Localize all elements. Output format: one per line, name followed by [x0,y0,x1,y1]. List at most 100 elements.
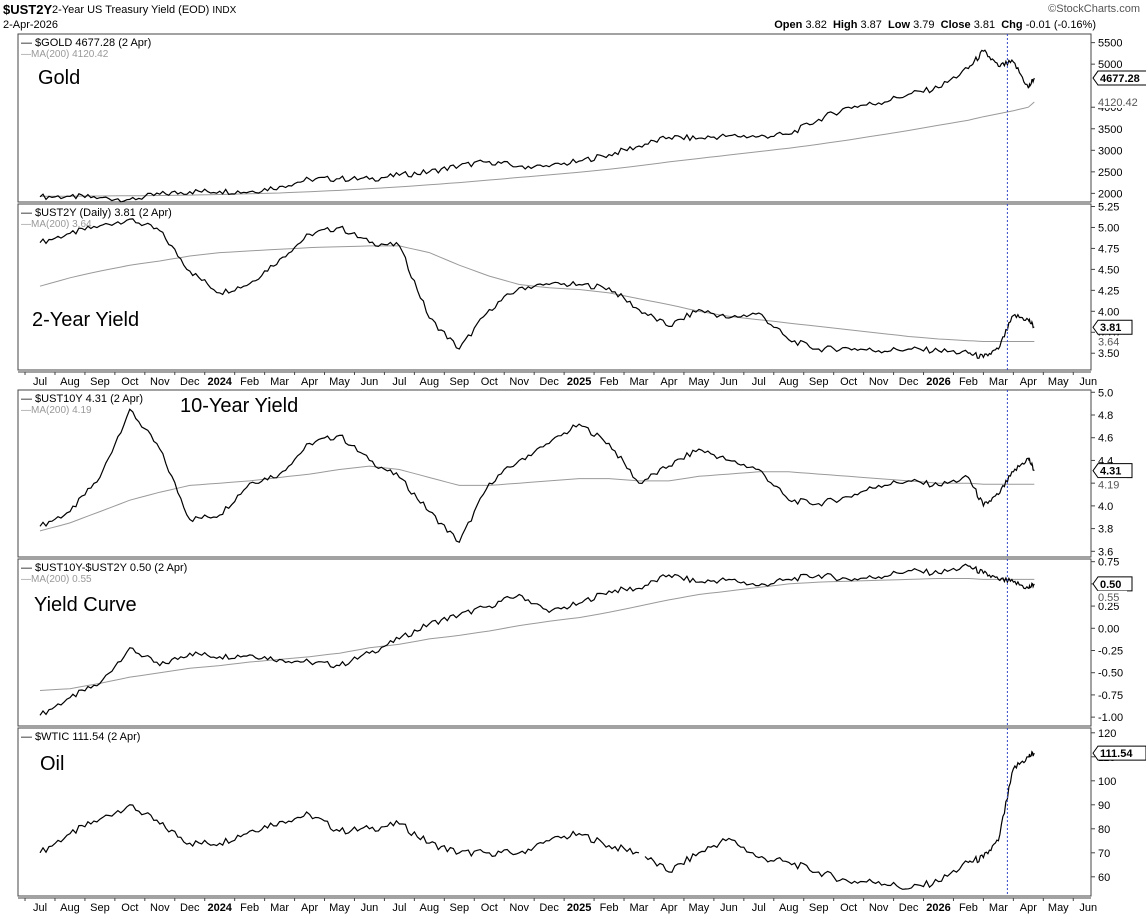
x-tick-label: Dec [539,902,559,914]
panel-frame [17,389,1092,558]
x-tick-label: Jul [33,376,47,388]
price-line [39,218,1035,359]
ticker-description: 2-Year US Treasury Yield (EOD) INDX [52,4,237,16]
legend-main: — $UST10Y-$UST2Y 0.50 (2 Apr) [21,562,187,574]
y-tick-label: 100 [1098,776,1116,788]
x-tick-label: Nov [150,376,170,388]
x-tick-label: Sep [809,902,829,914]
panel-frame [17,727,1092,897]
x-tick-label: 2026 [926,376,950,388]
last-value-label: 4.31 [1100,466,1121,478]
y-tick-label: 5.25 [1098,202,1119,214]
panel-2: 3.503.754.004.254.504.755.005.253.813.64… [17,202,1133,371]
x-tick-label: 2025 [567,902,591,914]
x-tick-label: Aug [779,376,799,388]
ticker-symbol[interactable]: $UST2Y [3,2,53,17]
ma-value-label: 4.19 [1098,479,1119,491]
x-tick-label: Mar [989,376,1008,388]
x-tick-label: Aug [420,376,440,388]
y-tick-label: 5500 [1098,38,1122,50]
x-tick-label: May [689,376,710,388]
panel-frame [17,33,1092,203]
y-tick-label: -0.75 [1098,690,1123,702]
x-tick-label: 2026 [926,902,950,914]
panel-annotation: Yield Curve [34,594,137,616]
x-tick-label: Dec [180,376,200,388]
x-tick-label: Jul [392,902,406,914]
y-tick-label: 0.00 [1098,623,1119,635]
x-axis-2: Jul Aug Sep Oct Nov Dec 2024 Feb Mar Apr May Jun Jul… [18,897,1097,914]
ma-value-label: 4120.42 [1098,97,1138,109]
chart-date: 2-Apr-2026 [3,19,59,31]
x-tick-label: Oct [840,902,857,914]
y-tick-label: 3.8 [1098,524,1113,536]
y-tick-label: 3000 [1098,145,1122,157]
last-value-tag [1092,319,1133,335]
y-tick-label: 5.00 [1098,222,1119,234]
stockcharts-logo[interactable]: ©StockCharts.com [1048,3,1140,15]
x-tick-label: Dec [899,902,919,914]
x-tick-label: 2025 [567,376,591,388]
chart-header: $UST2Y 2-Year US Treasury Yield (EOD) IN… [0,0,1146,34]
x-tick-label: Jun [1079,376,1097,388]
panel-annotation: 2-Year Yield [32,309,139,331]
x-tick-label: Aug [60,376,80,388]
y-tick-label: 0.75 [1098,557,1119,569]
y-tick-label: 120 [1098,728,1116,740]
x-tick-label: 2024 [207,376,232,388]
x-tick-label: Sep [809,376,829,388]
x-tick-label: Nov [509,376,529,388]
x-tick-label: Apr [660,376,677,388]
ma-value-label: 0.55 [1098,592,1119,604]
x-tick-label: May [329,902,350,914]
x-tick-label: Dec [539,376,559,388]
ma-value-bg [1097,590,1127,603]
x-tick-label: Oct [121,376,138,388]
ma-value-bg [1097,335,1127,348]
ma-line [39,465,1035,532]
ma-line [39,578,1035,691]
x-tick-label: Jun [1079,902,1097,914]
y-tick-label: 3.6 [1098,546,1113,558]
x-tick-label: Mar [630,902,649,914]
last-value-label: 0.50 [1100,579,1121,591]
ma-line [39,101,1035,197]
y-tick-label: 80 [1098,824,1110,836]
x-tick-label: Aug [779,902,799,914]
x-tick-label: Oct [840,376,857,388]
x-tick-label: Sep [450,376,470,388]
ma-line [39,245,1035,342]
last-value-tag [1092,745,1146,761]
x-tick-label: Nov [869,376,889,388]
x-tick-label: Mar [989,902,1008,914]
x-tick-label: Apr [301,902,318,914]
legend-main: — $WTIC 111.54 (2 Apr) [21,731,140,743]
x-tick-label: Feb [240,902,259,914]
panel-frame [17,203,1092,371]
y-tick-label: 4.6 [1098,433,1113,445]
x-tick-label: Jun [361,376,379,388]
legend-main: — $UST10Y 4.31 (2 Apr) [21,393,143,405]
x-tick-label: Sep [90,376,110,388]
x-tick-label: Apr [1020,376,1037,388]
x-tick-label: Feb [600,376,619,388]
y-tick-label: 5.0 [1098,387,1113,399]
y-tick-label: -0.25 [1098,645,1123,657]
y-tick-label: 4.8 [1098,410,1113,422]
ohlc-readout: Open 3.82 High 3.87 Low 3.79 Close 3.81 … [774,19,1096,31]
price-line [39,563,1035,716]
panel-1: 20002500300035004000500055004677.284120.… [17,33,1146,203]
y-tick-label: 4.0 [1098,501,1113,513]
last-value-label: 111.54 [1100,748,1133,760]
legend-ma: —MA(200) 4120.42 [21,49,109,60]
x-tick-label: Feb [959,376,978,388]
y-tick-label: 4.50 [1098,264,1119,276]
panel-annotation: Oil [40,753,64,775]
x-tick-label: Apr [1020,902,1037,914]
ma-value-bg [1097,96,1146,109]
panel-frame [17,558,1092,727]
x-tick-label: May [689,902,710,914]
x-tick-label: Aug [420,902,440,914]
y-tick-label: 2000 [1098,188,1122,200]
panel-annotation: Gold [38,67,80,89]
